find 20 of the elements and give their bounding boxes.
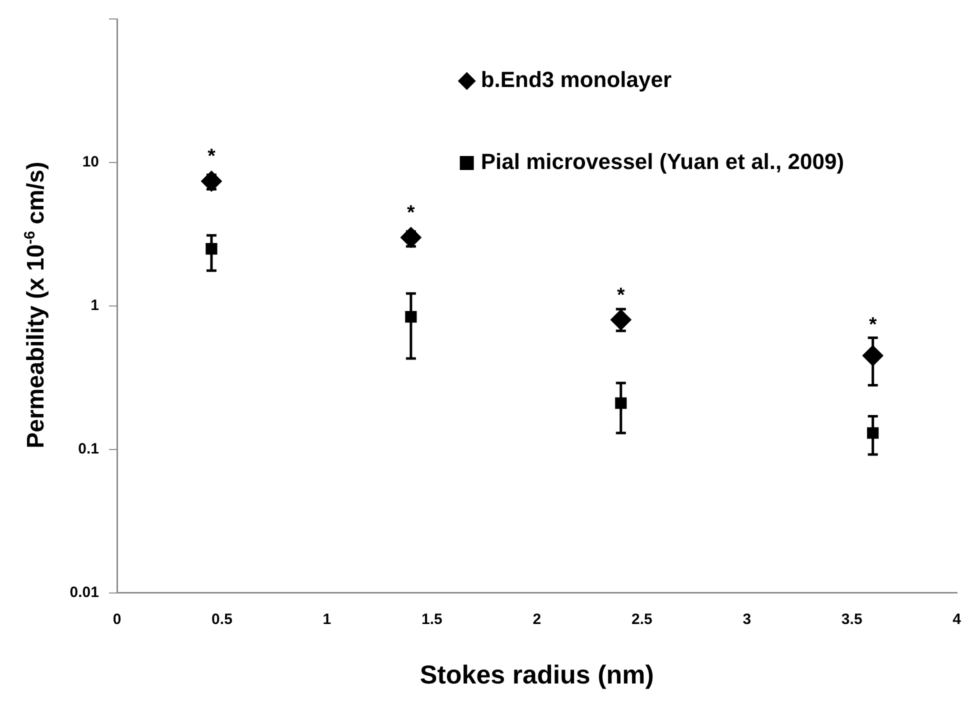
- annotation: *: [208, 146, 216, 168]
- annotation: *: [868, 314, 877, 336]
- y-tick-label: 10: [82, 154, 99, 171]
- legend-label: b.End3 monolayer: [480, 67, 672, 92]
- x-axis-title: Stokes radius (nm): [420, 660, 654, 690]
- x-tick-label: 2.5: [631, 610, 652, 628]
- y-tick-label: 1: [90, 297, 99, 314]
- x-tick-label: 1.5: [422, 610, 442, 628]
- y-tick-label: 0.01: [70, 584, 99, 601]
- y-tick-label: 0.1: [78, 440, 99, 458]
- x-tick-label: 2: [532, 610, 542, 628]
- x-tick-label: 1: [322, 610, 332, 628]
- x-tick-label: 3.5: [841, 610, 862, 628]
- x-tick-label: 4: [952, 610, 962, 628]
- annotation: *: [407, 202, 416, 224]
- legend-label: Pial microvessel (Yuan et al., 2009): [480, 149, 844, 174]
- annotation: *: [617, 284, 625, 306]
- x-tick-label: 3: [742, 610, 752, 628]
- x-tick-label: 0.5: [212, 610, 232, 628]
- x-tick-label: 0: [112, 610, 122, 628]
